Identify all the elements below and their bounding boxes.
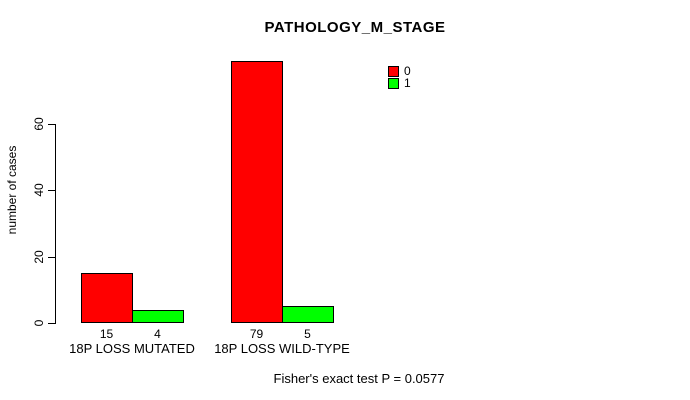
bar-series-0-group-0 [81, 273, 133, 323]
y-axis-tick [48, 124, 55, 125]
y-axis-tick [48, 190, 55, 191]
bar-value-label: 5 [304, 327, 311, 341]
legend-swatch [388, 78, 399, 89]
legend-entry-label: 1 [404, 76, 411, 90]
legend-entry: 0 [388, 64, 411, 78]
y-axis-tick [48, 257, 55, 258]
y-axis-line [55, 124, 56, 324]
bar-value-label: 15 [99, 327, 114, 341]
bar-series-0-group-1 [231, 61, 283, 323]
bar-value-label: 79 [249, 327, 264, 341]
y-tick-label: 60 [32, 117, 46, 131]
legend-entry: 1 [388, 76, 411, 90]
legend-entry-label: 0 [404, 64, 411, 78]
y-tick-label: 20 [32, 250, 46, 264]
chart-title: PATHOLOGY_M_STAGE [264, 19, 446, 36]
y-axis-tick [48, 323, 55, 324]
bar-value-label: 4 [154, 327, 161, 341]
bar-series-1-group-1 [282, 306, 334, 323]
bar-series-1-group-0 [132, 310, 184, 323]
y-tick-label: 40 [32, 183, 46, 197]
y-tick-label: 0 [32, 319, 46, 327]
y-axis-label: number of cases [5, 145, 19, 235]
category-label: 18P LOSS MUTATED [69, 341, 195, 356]
category-label: 18P LOSS WILD-TYPE [214, 341, 350, 356]
legend-swatch [388, 66, 399, 77]
annotation-text: Fisher's exact test P = 0.0577 [273, 371, 445, 386]
